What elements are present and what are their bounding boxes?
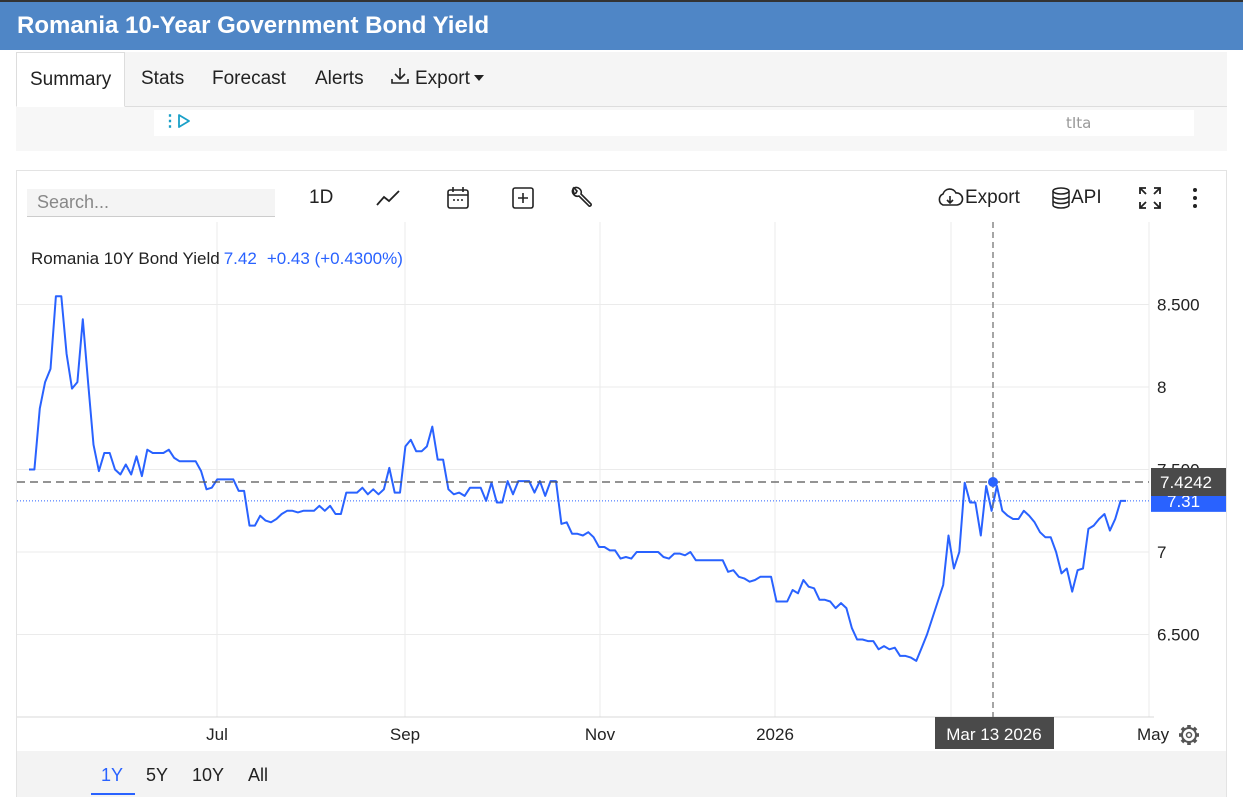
- more-button[interactable]: [1187, 183, 1203, 213]
- last-value-badge: [1151, 491, 1226, 512]
- page-title: Romania 10-Year Government Bond Yield: [17, 12, 490, 39]
- x-tick-label: 2026: [756, 725, 794, 744]
- search-input[interactable]: [27, 189, 275, 217]
- tab-export[interactable]: Export: [389, 52, 484, 107]
- tab-bar: Summary Stats Forecast Alerts Export: [16, 52, 1227, 107]
- ad-play-icon[interactable]: [176, 113, 192, 129]
- export-label: Export: [965, 187, 1020, 208]
- range-1y-button[interactable]: 1Y: [90, 765, 136, 795]
- y-tick-label: 8.500: [1157, 296, 1200, 315]
- series-line: [29, 295, 1126, 662]
- tab-alerts[interactable]: Alerts: [315, 68, 364, 89]
- line-chart-icon: [376, 190, 400, 206]
- fullscreen-button[interactable]: [1137, 183, 1163, 213]
- api-button[interactable]: API: [1051, 183, 1102, 213]
- api-label: API: [1071, 187, 1102, 208]
- add-indicator-icon: [512, 187, 534, 209]
- date-range-button[interactable]: [445, 183, 471, 213]
- gear-icon[interactable]: [1179, 725, 1199, 745]
- tab-export-label: Export: [415, 68, 470, 89]
- tab-forecast[interactable]: Forecast: [212, 68, 286, 89]
- crosshair-value-badge: [1151, 468, 1226, 497]
- export-button[interactable]: Export: [935, 183, 1020, 213]
- x-tick-label: Nov: [585, 725, 616, 744]
- x-tick-label: Sep: [390, 725, 420, 744]
- range-all-button[interactable]: All: [248, 765, 269, 785]
- chevron-down-icon: [473, 75, 484, 81]
- tab-stats[interactable]: Stats: [141, 68, 185, 89]
- crosshair-point: [988, 477, 998, 488]
- crosshair-value-label: 7.4242: [1160, 473, 1212, 492]
- line-chart[interactable]: 8.50087.50076.5007.317.4242JulSepNov2026…: [17, 171, 1226, 751]
- x-tick-label: Jul: [206, 725, 228, 744]
- y-tick-label: 7: [1157, 543, 1166, 562]
- series-legend: Romania 10Y Bond Yield 7.42 +0.43 (+0.4300…: [31, 249, 403, 269]
- range-5y-button[interactable]: 5Y: [146, 765, 169, 785]
- y-tick-label: 6.500: [1157, 626, 1200, 645]
- crosshair-date-label: Mar 13 2026: [946, 725, 1041, 744]
- calendar-icon: [447, 186, 469, 209]
- add-indicator-button[interactable]: [510, 183, 536, 213]
- interval-button[interactable]: 1D: [309, 187, 334, 208]
- y-tick-label: 8: [1157, 378, 1166, 397]
- title-bar: Romania 10-Year Government Bond Yield: [0, 0, 1243, 50]
- database-icon: [1052, 187, 1070, 209]
- ad-banner: ⋮ tIta: [16, 107, 1227, 151]
- x-tick-label: May: [1137, 725, 1170, 744]
- legend-value: 7.42: [223, 249, 257, 268]
- ad-options-icon[interactable]: ⋮: [162, 113, 178, 130]
- legend-series-name: Romania 10Y Bond Yield: [31, 249, 220, 268]
- crosshair-date-badge: [935, 717, 1054, 749]
- range-10y-button[interactable]: 10Y: [192, 765, 225, 785]
- range-selector: 1Y 5Y 10Y All: [17, 751, 1226, 797]
- download-icon: [391, 68, 409, 84]
- cloud-download-icon: [938, 188, 964, 206]
- last-value-label: 7.31: [1167, 492, 1200, 511]
- wrench-icon: [571, 186, 592, 207]
- settings-tool-button[interactable]: [568, 183, 594, 213]
- chart-panel: 1D Export API: [16, 170, 1227, 797]
- chart-type-button[interactable]: [375, 183, 401, 213]
- legend-change: +0.43 (+0.4300%): [266, 249, 403, 268]
- fullscreen-icon: [1139, 187, 1161, 209]
- tab-summary[interactable]: Summary: [16, 52, 126, 107]
- ad-text: tIta: [1066, 114, 1092, 132]
- ad-frame: [154, 110, 1194, 136]
- more-vertical-icon: [1193, 187, 1197, 208]
